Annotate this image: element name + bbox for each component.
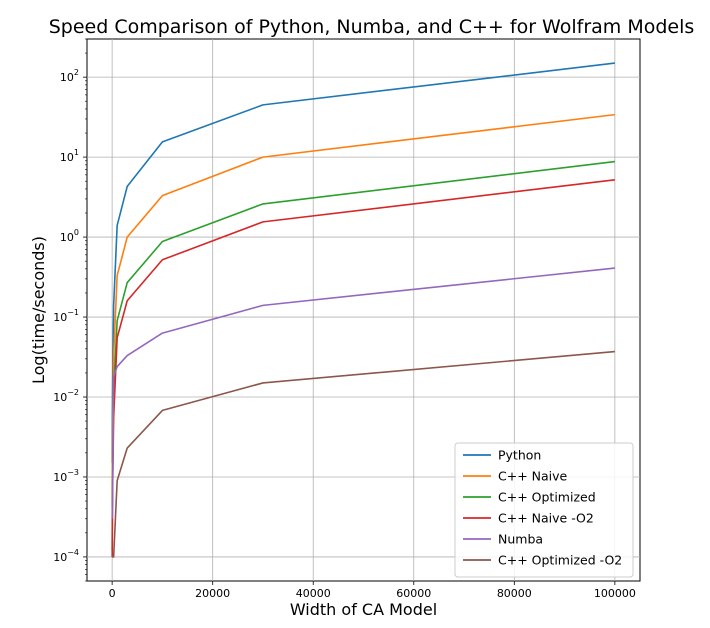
y-tick-label: 10−2 [53, 388, 79, 404]
axes: 0 20000 40000 60000 80000 10000010−410−310−21… [53, 38, 636, 600]
x-tick-label: 60000 [396, 587, 431, 600]
y-tick-label: 101 [60, 148, 79, 164]
legend-box [454, 442, 634, 578]
x-tick-label: 80000 [497, 587, 532, 600]
legend-label: Python [498, 448, 541, 463]
x-tick-label: 0 [109, 587, 116, 600]
legend-label: C++ Naive -O2 [498, 511, 594, 526]
y-tick-exponent: −2 [67, 388, 79, 397]
gridlines [87, 39, 640, 581]
y-tick-label: 102 [60, 68, 79, 84]
legend-label: C++ Naive [498, 469, 568, 484]
y-axis-label: Log(time/seconds) [29, 236, 48, 384]
x-tick-label: 40000 [296, 587, 331, 600]
legend-label: C++ Optimized [498, 490, 596, 505]
y-tick-exponent: 2 [74, 68, 79, 77]
legend-label: Numba [498, 532, 543, 547]
plot-area [86, 38, 641, 582]
y-tick-label: 10−4 [53, 548, 79, 564]
x-axis-label: Width of CA Model [290, 600, 437, 619]
y-tick-exponent: 0 [74, 228, 79, 237]
y-tick-exponent: −4 [67, 548, 79, 557]
series-line-numba [111, 267, 615, 519]
y-tick-exponent: −3 [67, 468, 79, 477]
legend-label: C++ Optimized -O2 [498, 553, 622, 568]
series-lines [111, 62, 615, 558]
y-tick-label: 10−1 [53, 308, 79, 324]
y-tick-label: 100 [60, 228, 79, 244]
legend: Python C++ Naive C++ Optimized C++ Naive -O… [454, 442, 634, 578]
y-tick-exponent: −1 [67, 308, 79, 317]
series-line-cpp-optimized-o2 [111, 350, 615, 558]
y-tick-exponent: 1 [74, 148, 79, 157]
x-tick-label: 20000 [195, 587, 230, 600]
x-tick-label: 100000 [594, 587, 636, 600]
y-tick-label: 10−3 [53, 468, 79, 484]
chart-title: Speed Comparison of Python, Numba, and C… [49, 16, 695, 38]
